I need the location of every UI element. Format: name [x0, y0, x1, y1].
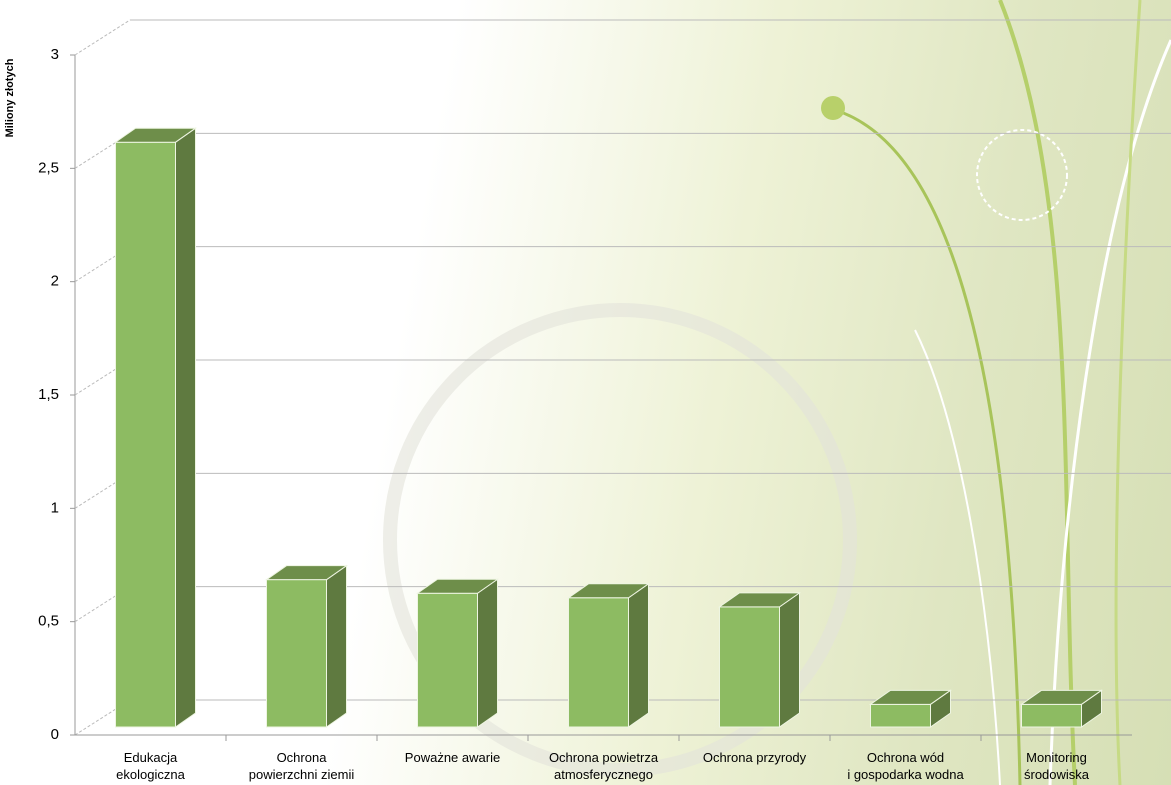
x-tick-label: Ochrona wód i gospodarka wodna	[847, 750, 964, 782]
bar-face	[115, 141, 176, 728]
bar-face	[175, 127, 196, 728]
bar-face	[628, 582, 649, 728]
bar-face	[779, 591, 800, 728]
y-tick-label: 0,5	[38, 613, 59, 630]
x-tick-label: Ochrona powierzchni ziemii	[248, 750, 355, 782]
grid-diagonal	[74, 586, 131, 623]
y-tick-label: 1	[51, 499, 59, 516]
bar-face	[415, 578, 500, 594]
y-tick-label: 3	[51, 46, 59, 63]
bar	[415, 578, 500, 728]
bar	[868, 689, 953, 728]
x-tick-label: Edukacja ekologiczna	[116, 750, 185, 782]
bar-face	[326, 564, 347, 728]
y-tick-label: 2	[51, 273, 59, 290]
grid-diagonal	[74, 699, 131, 736]
x-tick-label: Poważne awarie	[404, 750, 501, 765]
bar-face	[266, 579, 327, 728]
grid-diagonal	[74, 246, 131, 283]
bar-face	[568, 597, 629, 728]
bar-face	[566, 583, 651, 599]
y-tick-label: 1,5	[38, 386, 59, 403]
grid-diagonal	[74, 19, 131, 56]
y-tick-label: 0	[51, 726, 59, 743]
grid-diagonal	[74, 359, 131, 396]
y-tick-label: 2,5	[38, 159, 59, 176]
x-tick-label: Ochrona przyrody	[702, 750, 807, 765]
bar-face	[870, 703, 931, 728]
x-tick-label: Ochrona powietrza atmosferycznego	[548, 750, 659, 782]
x-tick-label: Monitoring środowiska	[1023, 750, 1090, 782]
bar-face	[719, 606, 780, 728]
bar-face	[1019, 689, 1104, 705]
bar-face	[717, 592, 802, 608]
bar	[113, 127, 198, 728]
bar-face	[264, 565, 349, 581]
decoration	[383, 0, 1171, 785]
bar	[566, 582, 651, 728]
y-axis-title: Miliony złotych	[4, 58, 16, 138]
bar-face	[113, 127, 198, 143]
grid-diagonal	[74, 132, 131, 169]
bar-face	[477, 578, 498, 728]
grid-diagonal	[74, 472, 131, 509]
bar-face	[417, 592, 478, 728]
bar-face	[1021, 703, 1082, 728]
bar-face	[868, 689, 953, 705]
bar	[717, 591, 802, 728]
bar	[1019, 689, 1104, 728]
bar	[264, 564, 349, 728]
